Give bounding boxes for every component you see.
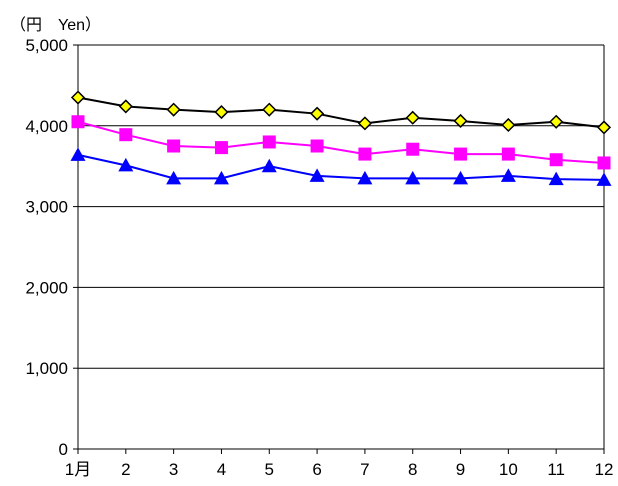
series-line [77, 120, 605, 164]
data-point [70, 90, 86, 105]
x-tick-label: 7 [360, 460, 369, 479]
y-tick-label: 3,000 [25, 198, 68, 217]
y-tick-label: 5,000 [25, 36, 68, 55]
data-point [500, 168, 516, 182]
data-point [501, 117, 516, 133]
data-point [166, 102, 181, 117]
x-tick-label: 8 [408, 460, 417, 479]
x-tick-label: 11 [547, 460, 565, 479]
y-tick-label: 2,000 [25, 278, 68, 297]
data-point [214, 105, 229, 120]
data-point [596, 120, 612, 135]
x-tick-label: 9 [456, 460, 465, 479]
data-point [549, 114, 564, 129]
data-point [453, 170, 469, 185]
data-point [166, 170, 182, 185]
x-tick-label: 1月 [65, 460, 91, 479]
data-point [405, 110, 420, 125]
series-triangle [70, 147, 612, 186]
data-point [596, 172, 612, 186]
x-tick-label: 4 [217, 460, 226, 479]
data-point [118, 157, 134, 172]
series-line [77, 153, 605, 181]
axes [73, 44, 605, 454]
data-point [597, 156, 611, 170]
data-point [454, 147, 468, 161]
data-point [405, 170, 421, 185]
y-tick-labels: 0 1,000 2,000 3,000 4,000 5,000 [25, 36, 68, 459]
data-point [501, 147, 515, 161]
y-tick-label: 0 [59, 440, 68, 459]
data-point [357, 170, 373, 185]
data-point [262, 135, 276, 149]
data-point [71, 115, 85, 129]
series-diamond [70, 90, 612, 135]
data-point [548, 171, 564, 186]
data-point [119, 128, 133, 142]
series-square [71, 115, 611, 170]
data-point [167, 139, 181, 153]
y-unit-label: （円 Yen） [10, 16, 101, 34]
data-point [309, 168, 325, 182]
data-point [358, 147, 372, 161]
data-point [70, 147, 86, 161]
x-tick-label: 12 [595, 460, 614, 479]
data-point [453, 113, 468, 129]
y-tick-label: 1,000 [25, 359, 68, 378]
x-tick-labels: 1月 2 3 4 5 6 7 8 9 10 11 12 [65, 460, 614, 479]
data-point [310, 139, 324, 153]
gridlines [78, 44, 604, 369]
data-point [261, 158, 277, 173]
x-tick-label: 5 [265, 460, 274, 479]
series-line [77, 96, 605, 129]
data-point [549, 153, 563, 167]
x-tick-label: 10 [499, 460, 518, 479]
data-point [214, 141, 228, 155]
data-point [310, 106, 325, 121]
x-tick-label: 6 [312, 460, 321, 479]
y-tick-label: 4,000 [25, 117, 68, 136]
data-point [357, 116, 372, 131]
x-tick-label: 2 [121, 460, 130, 479]
data-point [406, 142, 420, 156]
data-point [118, 99, 133, 114]
x-tick-label: 3 [169, 460, 178, 479]
data-point [213, 170, 229, 185]
data-point [262, 102, 277, 117]
series-group [70, 90, 612, 186]
